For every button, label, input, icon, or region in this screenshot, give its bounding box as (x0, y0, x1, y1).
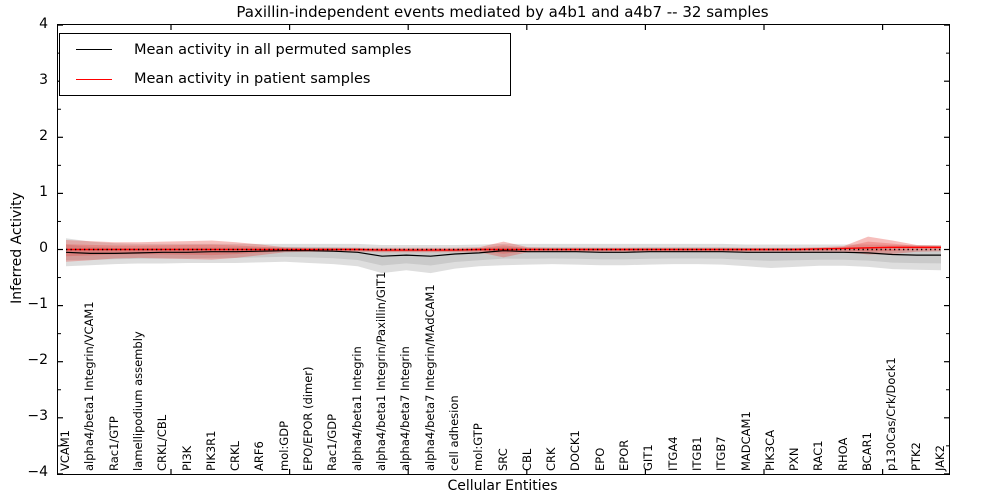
category-label: CRKL (228, 441, 243, 471)
y-tick-label: −2 (27, 352, 48, 369)
category-label: VCAM1 (58, 429, 72, 471)
legend-entry-patient: Mean activity in patient samples (60, 65, 510, 93)
y-tick-label: −1 (27, 296, 48, 312)
legend-line-swatch-black (76, 49, 112, 51)
chart-title: Paxillin-independent events mediated by … (236, 3, 769, 21)
category-label: alpha4/beta1 Integrin (349, 346, 364, 471)
plot-area (57, 24, 950, 475)
category-label: ITGA4 (665, 436, 680, 471)
y-tick-label: 0 (39, 239, 48, 256)
category-label: RAC1 (811, 440, 826, 471)
category-label: PIK3CA (762, 429, 777, 471)
category-label: alpha4/beta1 Integrin/VCAM1 (82, 301, 97, 471)
y-tick-label: −3 (27, 408, 48, 425)
y-tick-label: −4 (27, 464, 48, 481)
category-label: SRC (495, 448, 510, 471)
category-label: cell adhesion (446, 395, 461, 471)
category-label: CBL (519, 448, 534, 471)
category-label: mol:GDP (276, 420, 291, 471)
category-label: ARF6 (252, 441, 267, 471)
category-label: MADCAM1 (738, 411, 753, 471)
category-label: CRK (544, 447, 559, 471)
category-label: PTK2 (908, 442, 923, 471)
y-tick-label: 3 (39, 71, 48, 88)
y-tick-label: 2 (39, 127, 48, 144)
category-label: EPOR (617, 439, 632, 471)
category-label: GIT1 (641, 444, 656, 471)
category-label: EPO (592, 447, 607, 471)
category-label: ITGB1 (689, 436, 704, 471)
legend-label: Mean activity in all permuted samples (134, 41, 412, 58)
category-label: Rac1/GTP (106, 416, 121, 471)
legend-line-swatch-red (76, 78, 112, 80)
x-axis-label: Cellular Entities (447, 478, 558, 494)
category-label: RHOA (835, 437, 850, 471)
category-label: p130Cas/Crk/Dock1 (884, 357, 899, 471)
category-label: ITGB7 (714, 436, 729, 471)
y-tick-label: 1 (39, 183, 48, 200)
category-label: BCAR1 (860, 432, 875, 471)
legend-label: Mean activity in patient samples (134, 71, 371, 88)
category-label: PXN (787, 447, 802, 471)
category-label: CRKL/CBL (155, 414, 170, 471)
category-label: alpha4/beta1 Integrin/Paxillin/GIT1 (373, 271, 388, 471)
permuted-band-outer (66, 238, 941, 274)
category-label: EPO/EPOR (dimer) (301, 366, 316, 472)
category-label: DOCK1 (568, 430, 583, 471)
y-tick-label: 4 (39, 15, 48, 32)
category-label: PIK3R1 (203, 430, 218, 472)
plot-svg (58, 25, 949, 474)
legend: Mean activity in all permuted samples Me… (59, 33, 511, 96)
category-label: lamellipodium assembly (130, 331, 145, 471)
category-label: JAK2 (933, 445, 947, 471)
legend-entry-permuted: Mean activity in all permuted samples (60, 36, 510, 64)
category-label: mol:GTP (471, 423, 486, 471)
category-label: alpha4/beta7 Integrin/MAdCAM1 (422, 284, 437, 471)
category-label: alpha4/beta7 Integrin (398, 346, 413, 471)
permuted-mean-line (65, 249, 941, 257)
category-label: Rac1/GDP (325, 413, 340, 471)
category-label: PI3K (179, 445, 194, 471)
